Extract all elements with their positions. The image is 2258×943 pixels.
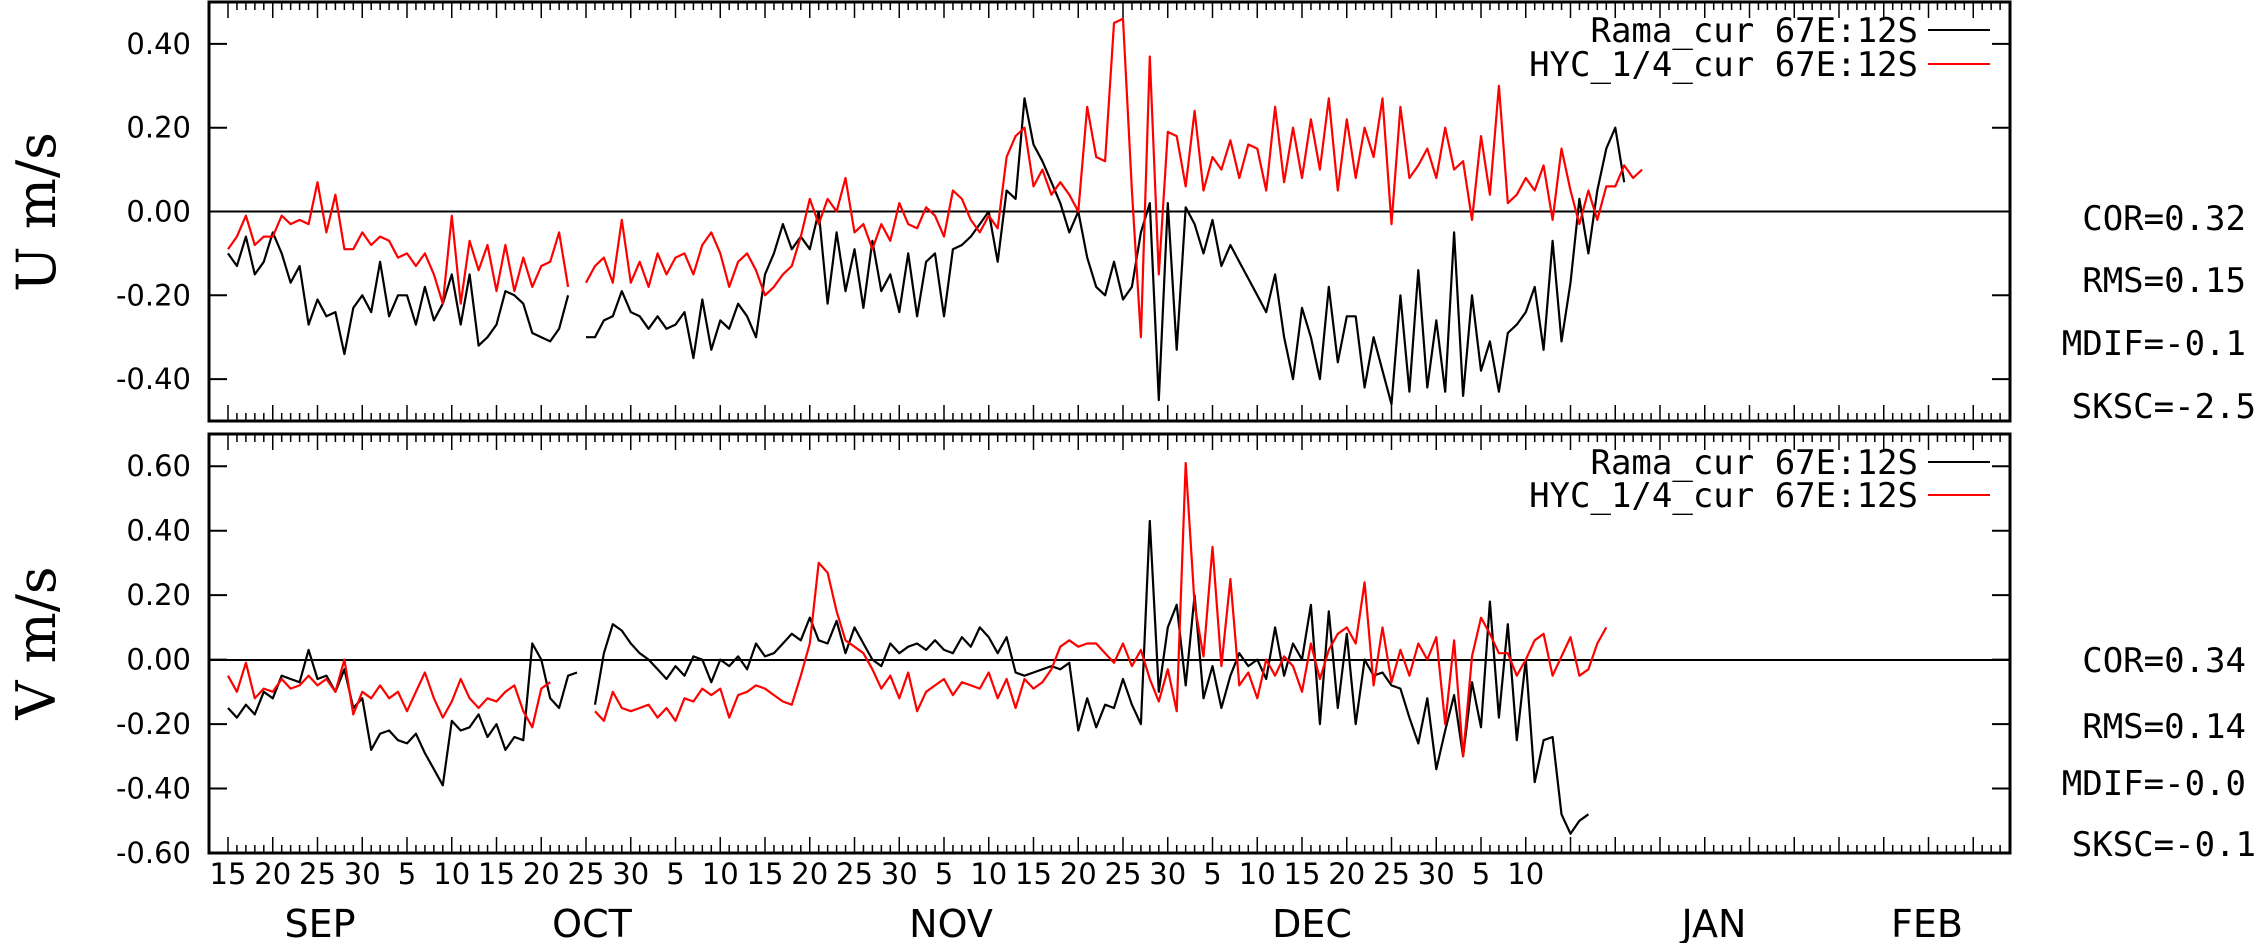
v-y-tick-label: 0.60 (126, 449, 191, 483)
u-series-rama-line (586, 97, 1626, 406)
u-series-lines (227, 17, 1643, 406)
x-month-label: SEP (284, 902, 355, 943)
x-axis-labels: 15 20 25 30 5 10 15 20 25 30 5 10 15 20 25 30 5 10 15 20 25 3… (210, 857, 1963, 943)
u-legend-label-rama: Rama_cur 67E:12S (1590, 11, 1918, 51)
x-month-label: DEC (1272, 902, 1352, 943)
v-y-tick-label: -0.40 (116, 772, 191, 806)
x-day-tick-label: 5 (398, 857, 416, 891)
x-month-label: JAN (1680, 902, 1747, 943)
u-y-tick-label: 0.40 (126, 27, 191, 61)
v-series-rama-line (227, 642, 578, 787)
x-day-tick-label: 5 (666, 857, 684, 891)
v-legend: Rama_cur 67E:12S HYC_1/4_cur 67E:12S (1529, 443, 1990, 516)
u-stat-rms: RMS=0.15 (2082, 261, 2246, 301)
u-y-tick-label: 0.20 (126, 111, 191, 145)
x-day-tick-label: 10 (1507, 857, 1544, 891)
x-day-tick-label: 10 (1239, 857, 1276, 891)
v-stat-rms: RMS=0.14 (2082, 707, 2246, 747)
v-y-tick-label: 0.00 (126, 643, 191, 677)
u-y-tick-label: -0.40 (116, 362, 191, 396)
x-day-tick-label: 30 (881, 857, 918, 891)
v-series-hyc-line (594, 461, 1608, 758)
u-y-tick-label: 0.00 (126, 195, 191, 229)
u-y-axis-label: U m/s (5, 132, 68, 292)
v-stat-sksc: SKSC=-0.1 (2072, 825, 2256, 865)
x-day-tick-label: 25 (568, 857, 605, 891)
x-day-tick-label: 25 (1105, 857, 1142, 891)
x-day-tick-label: 30 (612, 857, 649, 891)
v-y-tick-label: 0.40 (126, 514, 191, 548)
x-day-tick-label: 30 (1418, 857, 1455, 891)
x-day-tick-label: 10 (433, 857, 470, 891)
x-day-tick-label: 15 (747, 857, 784, 891)
u-series-rama-line (227, 231, 570, 356)
x-day-tick-label: 20 (1328, 857, 1365, 891)
x-month-label: NOV (909, 902, 993, 943)
v-y-axis-label: V m/s (5, 566, 68, 720)
x-month-label: FEB (1891, 902, 1963, 943)
x-day-tick-label: 10 (970, 857, 1007, 891)
x-day-tick-label: 20 (523, 857, 560, 891)
v-series-rama-line (593, 519, 1590, 835)
v-y-tick-label: -0.60 (116, 836, 191, 870)
u-stat-cor: COR=0.32 (2082, 199, 2246, 239)
u-y-ticks: 0.40 0.20 0.00 -0.20 -0.40 (116, 27, 2010, 396)
x-day-tick-label: 15 (210, 857, 247, 891)
x-day-tick-label: 25 (836, 857, 873, 891)
x-day-tick-label: 15 (1284, 857, 1321, 891)
u-y-tick-label: -0.20 (116, 278, 191, 312)
u-x-ticks (227, 2, 2001, 421)
x-day-tick-label: 30 (344, 857, 381, 891)
x-day-tick-label: 15 (1015, 857, 1052, 891)
u-series-hyc-line (227, 181, 570, 305)
x-day-tick-label: 20 (791, 857, 828, 891)
v-series-lines (227, 461, 1608, 835)
v-x-ticks (227, 434, 2001, 853)
v-y-tick-label: 0.20 (126, 578, 191, 612)
u-stat-sksc: SKSC=-2.5 (2072, 387, 2256, 427)
v-y-tick-label: -0.20 (116, 707, 191, 741)
x-day-tick-label: 5 (935, 857, 953, 891)
v-stat-mdif: MDIF=-0.0 (2062, 764, 2246, 804)
u-series-hyc-line (585, 17, 1643, 339)
v-stats: COR=0.34 RMS=0.14 MDIF=-0.0 SKSC=-0.1 (2062, 641, 2256, 865)
x-day-tick-label: 30 (1149, 857, 1186, 891)
u-legend-label-hyc: HYC_1/4_cur 67E:12S (1529, 45, 1918, 85)
x-day-tick-label: 5 (1472, 857, 1490, 891)
x-day-tick-label: 25 (1373, 857, 1410, 891)
u-stats: COR=0.32 RMS=0.15 MDIF=-0.1 SKSC=-2.5 (2062, 199, 2256, 427)
x-month-label: OCT (552, 902, 632, 943)
x-day-tick-label: 20 (254, 857, 291, 891)
v-legend-label-hyc: HYC_1/4_cur 67E:12S (1529, 476, 1918, 516)
v-y-ticks: 0.60 0.40 0.20 0.00 -0.20 -0.40 -0.60 (116, 449, 2010, 870)
u-panel: 0.40 0.20 0.00 -0.20 -0.40 U m/s Rama_cur 67… (5, 0, 2256, 427)
u-stat-mdif: MDIF=-0.1 (2062, 324, 2246, 364)
v-stat-cor: COR=0.34 (2082, 641, 2246, 681)
x-day-tick-label: 5 (1203, 857, 1221, 891)
v-panel: 0.60 0.40 0.20 0.00 -0.20 -0.40 -0.60 V m/s Ra… (5, 432, 2256, 870)
v-plot-frame (207, 432, 2012, 855)
v-legend-label-rama: Rama_cur 67E:12S (1590, 443, 1918, 483)
x-day-tick-label: 15 (478, 857, 515, 891)
u-legend: Rama_cur 67E:12S HYC_1/4_cur 67E:12S (1529, 11, 1990, 85)
x-day-tick-label: 10 (702, 857, 739, 891)
x-day-tick-label: 25 (299, 857, 336, 891)
v-series-hyc-line (227, 658, 551, 729)
x-day-tick-label: 20 (1060, 857, 1097, 891)
